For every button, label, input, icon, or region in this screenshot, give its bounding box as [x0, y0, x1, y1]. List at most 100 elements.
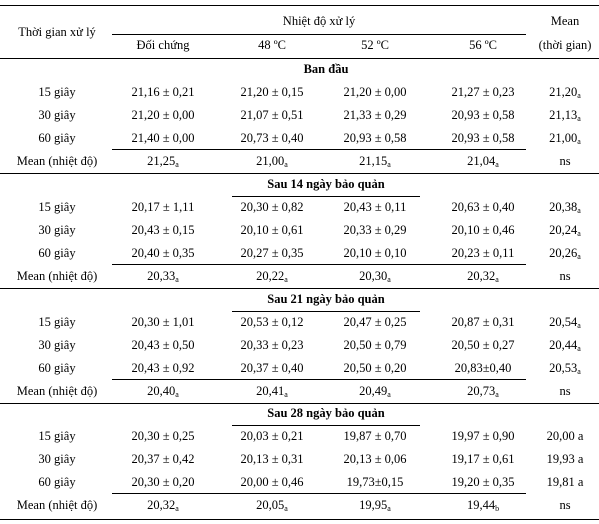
cell: 20,10 ± 0,10: [343, 246, 406, 260]
cell-value: 21,07 ± 0,51: [240, 108, 303, 122]
cell: 20,40 ± 0,35: [131, 246, 194, 260]
cell: 20,00 a: [547, 429, 584, 443]
section-title: Ban đầu: [304, 62, 349, 76]
cell-value: 21,00: [256, 154, 284, 168]
cell: 20,43 ± 0,92: [131, 361, 194, 375]
cell-value: 20,10 ± 0,10: [343, 246, 406, 260]
row-label: 60 giây: [38, 131, 76, 145]
cell-superscript: a: [284, 160, 288, 169]
cell: 20,54a: [549, 315, 581, 330]
row-label: 30 giây: [38, 452, 76, 466]
cell-superscript: a: [387, 390, 391, 399]
cell: 20,17 ± 1,11: [132, 200, 195, 214]
cell: 20,00 ± 0,46: [240, 475, 303, 489]
cell: 21,16 ± 0,21: [131, 85, 194, 99]
cell-value: 21,20 ± 0,15: [240, 85, 303, 99]
cell: 20,26a: [549, 246, 581, 261]
row-label: 60 giây: [38, 475, 76, 489]
cell-value: 20,43 ± 0,15: [131, 223, 194, 237]
cell: 19,44b: [467, 498, 499, 513]
cell: 20,50 ± 0,20: [343, 361, 406, 375]
cell: 21,40 ± 0,00: [131, 131, 194, 145]
cell: 19,20 ± 0,35: [451, 475, 514, 489]
row-label: 60 giây: [38, 361, 76, 375]
row-label: 15 giây: [38, 315, 76, 329]
cell-value: 21,25: [147, 154, 175, 168]
cell: 20,93 ± 0,58: [451, 131, 514, 145]
cell-value: 20,50 ± 0,79: [343, 338, 406, 352]
cell: 21,20 ± 0,15: [240, 85, 303, 99]
cell-superscript: a: [495, 160, 499, 169]
cell: 19,97 ± 0,90: [451, 429, 514, 443]
cell: 19,81 a: [547, 475, 584, 489]
row-label: 15 giây: [38, 85, 76, 99]
cell: 20,43 ± 0,11: [344, 200, 407, 214]
cell-value: 20,41: [256, 384, 284, 398]
mean-label: Mean (nhiệt độ): [17, 498, 98, 512]
cell-value: 20,44: [549, 338, 578, 352]
cell: 20,30 ± 1,01: [131, 315, 194, 329]
cell-value: 21,40 ± 0,00: [131, 131, 194, 145]
cell-value: 20,17 ± 1,11: [132, 200, 195, 214]
header-mean-sub: (thời gian): [539, 38, 592, 52]
cell: 21,20 ± 0,00: [131, 108, 194, 122]
cell: 21,25a: [147, 154, 179, 169]
cell-value: 20,54: [549, 315, 578, 329]
cell-superscript: a: [495, 390, 499, 399]
cell-value: 20,47 ± 0,25: [343, 315, 406, 329]
column-header: Đối chứng: [137, 38, 191, 52]
cell: 20,30 ± 0,25: [131, 429, 194, 443]
cell: 20,24a: [549, 223, 581, 238]
cell-superscript: a: [577, 344, 581, 353]
cell-value: 20,83±0,40: [455, 361, 512, 375]
cell-value: 20,50 ± 0,20: [343, 361, 406, 375]
cell: 20,50 ± 0,27: [451, 338, 514, 352]
cell-value: 20,13 ± 0,31: [240, 452, 303, 466]
cell-value: 20,38: [549, 200, 577, 214]
cell-value: 20,05: [256, 498, 284, 512]
cell-value: 20,49: [359, 384, 387, 398]
cell-value: 19,97 ± 0,90: [451, 429, 514, 443]
cell-value: 20,93 ± 0,58: [451, 131, 514, 145]
cell-superscript: a: [577, 206, 581, 215]
cell-value: 20,32: [467, 269, 495, 283]
cell-value: 21,04: [467, 154, 496, 168]
cell-value: 20,03 ± 0,21: [240, 429, 303, 443]
cell: 20,87 ± 0,31: [451, 315, 514, 329]
cell: 20,47 ± 0,25: [343, 315, 406, 329]
cell: 20,33 ± 0,29: [343, 223, 406, 237]
cell-value: 20,93 ± 0,58: [451, 108, 514, 122]
cell: 20,40a: [147, 384, 179, 399]
cell-value: 20,13 ± 0,06: [343, 452, 406, 466]
cell: 19,73±0,15: [347, 475, 404, 489]
section-title: Sau 21 ngày bảo quản: [267, 292, 384, 306]
row-label: 30 giây: [38, 223, 76, 237]
cell-superscript: a: [175, 504, 179, 513]
cell: 19,87 ± 0,70: [343, 429, 406, 443]
cell-value: 20,24: [549, 223, 578, 237]
cell-value: ns: [559, 269, 570, 283]
cell: 20,41a: [256, 384, 288, 399]
cell-value: 21,00: [549, 131, 577, 145]
cell: 20,53 ± 0,12: [240, 315, 303, 329]
cell: 20,63 ± 0,40: [451, 200, 514, 214]
cell-value: 20,43 ± 0,50: [131, 338, 194, 352]
cell: 19,17 ± 0,61: [451, 452, 514, 466]
cell-value: 20,33 ± 0,23: [240, 338, 303, 352]
row-label: 15 giây: [38, 429, 76, 443]
cell-value: 19,20 ± 0,35: [451, 475, 514, 489]
cell-value: 19,17 ± 0,61: [451, 452, 514, 466]
cell-superscript: a: [577, 229, 581, 238]
cell-value: 20,10 ± 0,61: [240, 223, 303, 237]
cell: 21,00a: [549, 131, 581, 146]
cell-value: 21,20 ± 0,00: [131, 108, 194, 122]
cell: 20,33 ± 0,23: [240, 338, 303, 352]
cell: 20,27 ± 0,35: [240, 246, 303, 260]
cell-value: 20,32: [147, 498, 175, 512]
cell: 20,38a: [549, 200, 581, 215]
cell-value: 20,26: [549, 246, 577, 260]
cell-value: 21,20 ± 0,00: [343, 85, 406, 99]
section-title: Sau 28 ngày bảo quản: [267, 406, 384, 420]
cell: 20,37 ± 0,40: [240, 361, 303, 375]
cell-value: 20,40 ± 0,35: [131, 246, 194, 260]
